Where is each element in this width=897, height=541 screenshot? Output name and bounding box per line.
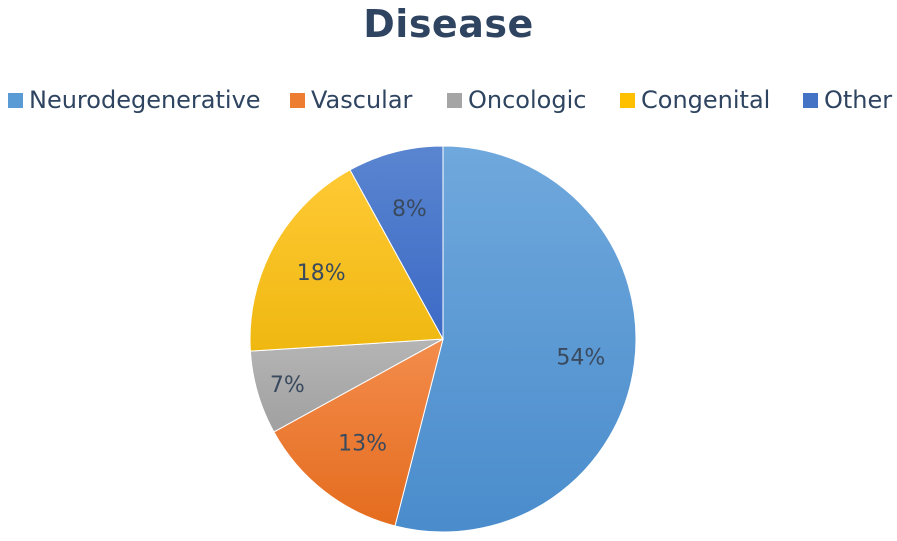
pie-slice-neurodegenerative xyxy=(394,145,637,533)
data-label: 18% xyxy=(297,261,346,286)
legend-item-vascular: Vascular xyxy=(290,86,412,114)
data-label: 54% xyxy=(556,345,605,370)
legend-swatch-icon xyxy=(290,92,305,108)
legend-label: Congenital xyxy=(641,86,771,114)
legend-swatch-icon xyxy=(447,92,462,108)
legend: Neurodegenerative Vascular Oncologic Con… xyxy=(0,86,897,120)
legend-item-other: Other xyxy=(803,86,892,114)
pie-slice-congenital xyxy=(249,169,444,352)
legend-item-oncologic: Oncologic xyxy=(447,86,586,114)
legend-swatch-icon xyxy=(803,92,818,108)
pie-slice-vascular xyxy=(273,338,444,527)
legend-label: Other xyxy=(824,86,893,114)
legend-swatch-icon xyxy=(620,92,635,108)
data-label: 8% xyxy=(392,197,427,222)
data-label: 13% xyxy=(338,432,387,457)
legend-item-neurodegenerative: Neurodegenerative xyxy=(8,86,261,114)
data-label: 7% xyxy=(270,373,305,398)
pie-slice-other xyxy=(349,145,444,340)
chart-title: Disease xyxy=(363,2,534,46)
legend-swatch-icon xyxy=(8,92,23,108)
legend-label: Vascular xyxy=(311,86,413,114)
legend-item-congenital: Congenital xyxy=(620,86,770,114)
legend-label: Oncologic xyxy=(468,86,587,114)
legend-label: Neurodegenerative xyxy=(29,86,261,114)
